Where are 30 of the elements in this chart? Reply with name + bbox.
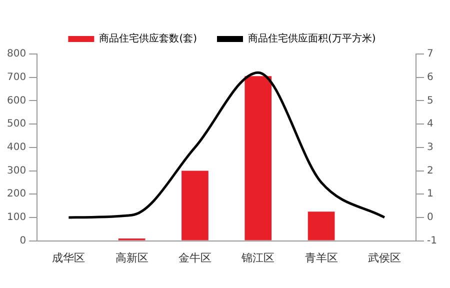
y-tick-label: 700 bbox=[6, 72, 26, 83]
y-tick-label: 800 bbox=[6, 48, 26, 60]
y2-tick-label: 7 bbox=[427, 48, 434, 60]
line-series bbox=[67, 71, 386, 219]
y2-tick-label: 4 bbox=[427, 118, 434, 130]
y2-tick-label: 3 bbox=[427, 142, 434, 153]
bar bbox=[308, 212, 335, 240]
legend-label: 商品住宅供应套数(套) bbox=[99, 32, 198, 45]
legend-label: 商品住宅供应面积(万平方米) bbox=[248, 32, 376, 45]
x-tick-label: 青羊区 bbox=[304, 251, 338, 264]
bar bbox=[182, 170, 208, 240]
x-tick-label: 武侯区 bbox=[368, 251, 401, 264]
y2-tick-label: 1 bbox=[427, 188, 434, 200]
y2-tick-label: 0 bbox=[427, 212, 434, 224]
y-tick-label: 500 bbox=[6, 118, 26, 130]
y-tick-label: 200 bbox=[6, 188, 26, 200]
y2-tick-label: 2 bbox=[427, 165, 434, 176]
x-tick-label: 金牛区 bbox=[178, 251, 212, 264]
bar bbox=[244, 76, 272, 240]
y-tick-label: 300 bbox=[6, 165, 26, 176]
y-tick-label: 100 bbox=[6, 212, 26, 224]
y-tick-label: 600 bbox=[6, 95, 26, 106]
x-tick-label: 高新区 bbox=[115, 251, 148, 264]
x-tick-label: 成华区 bbox=[52, 251, 86, 264]
y2-tick-label: -1 bbox=[427, 235, 438, 246]
y-tick-label: 0 bbox=[20, 235, 26, 246]
y-tick-label: 400 bbox=[6, 142, 26, 153]
x-tick-label: 锦江区 bbox=[240, 251, 275, 264]
y2-tick-label: 6 bbox=[427, 72, 434, 83]
y2-tick-label: 5 bbox=[427, 95, 434, 106]
